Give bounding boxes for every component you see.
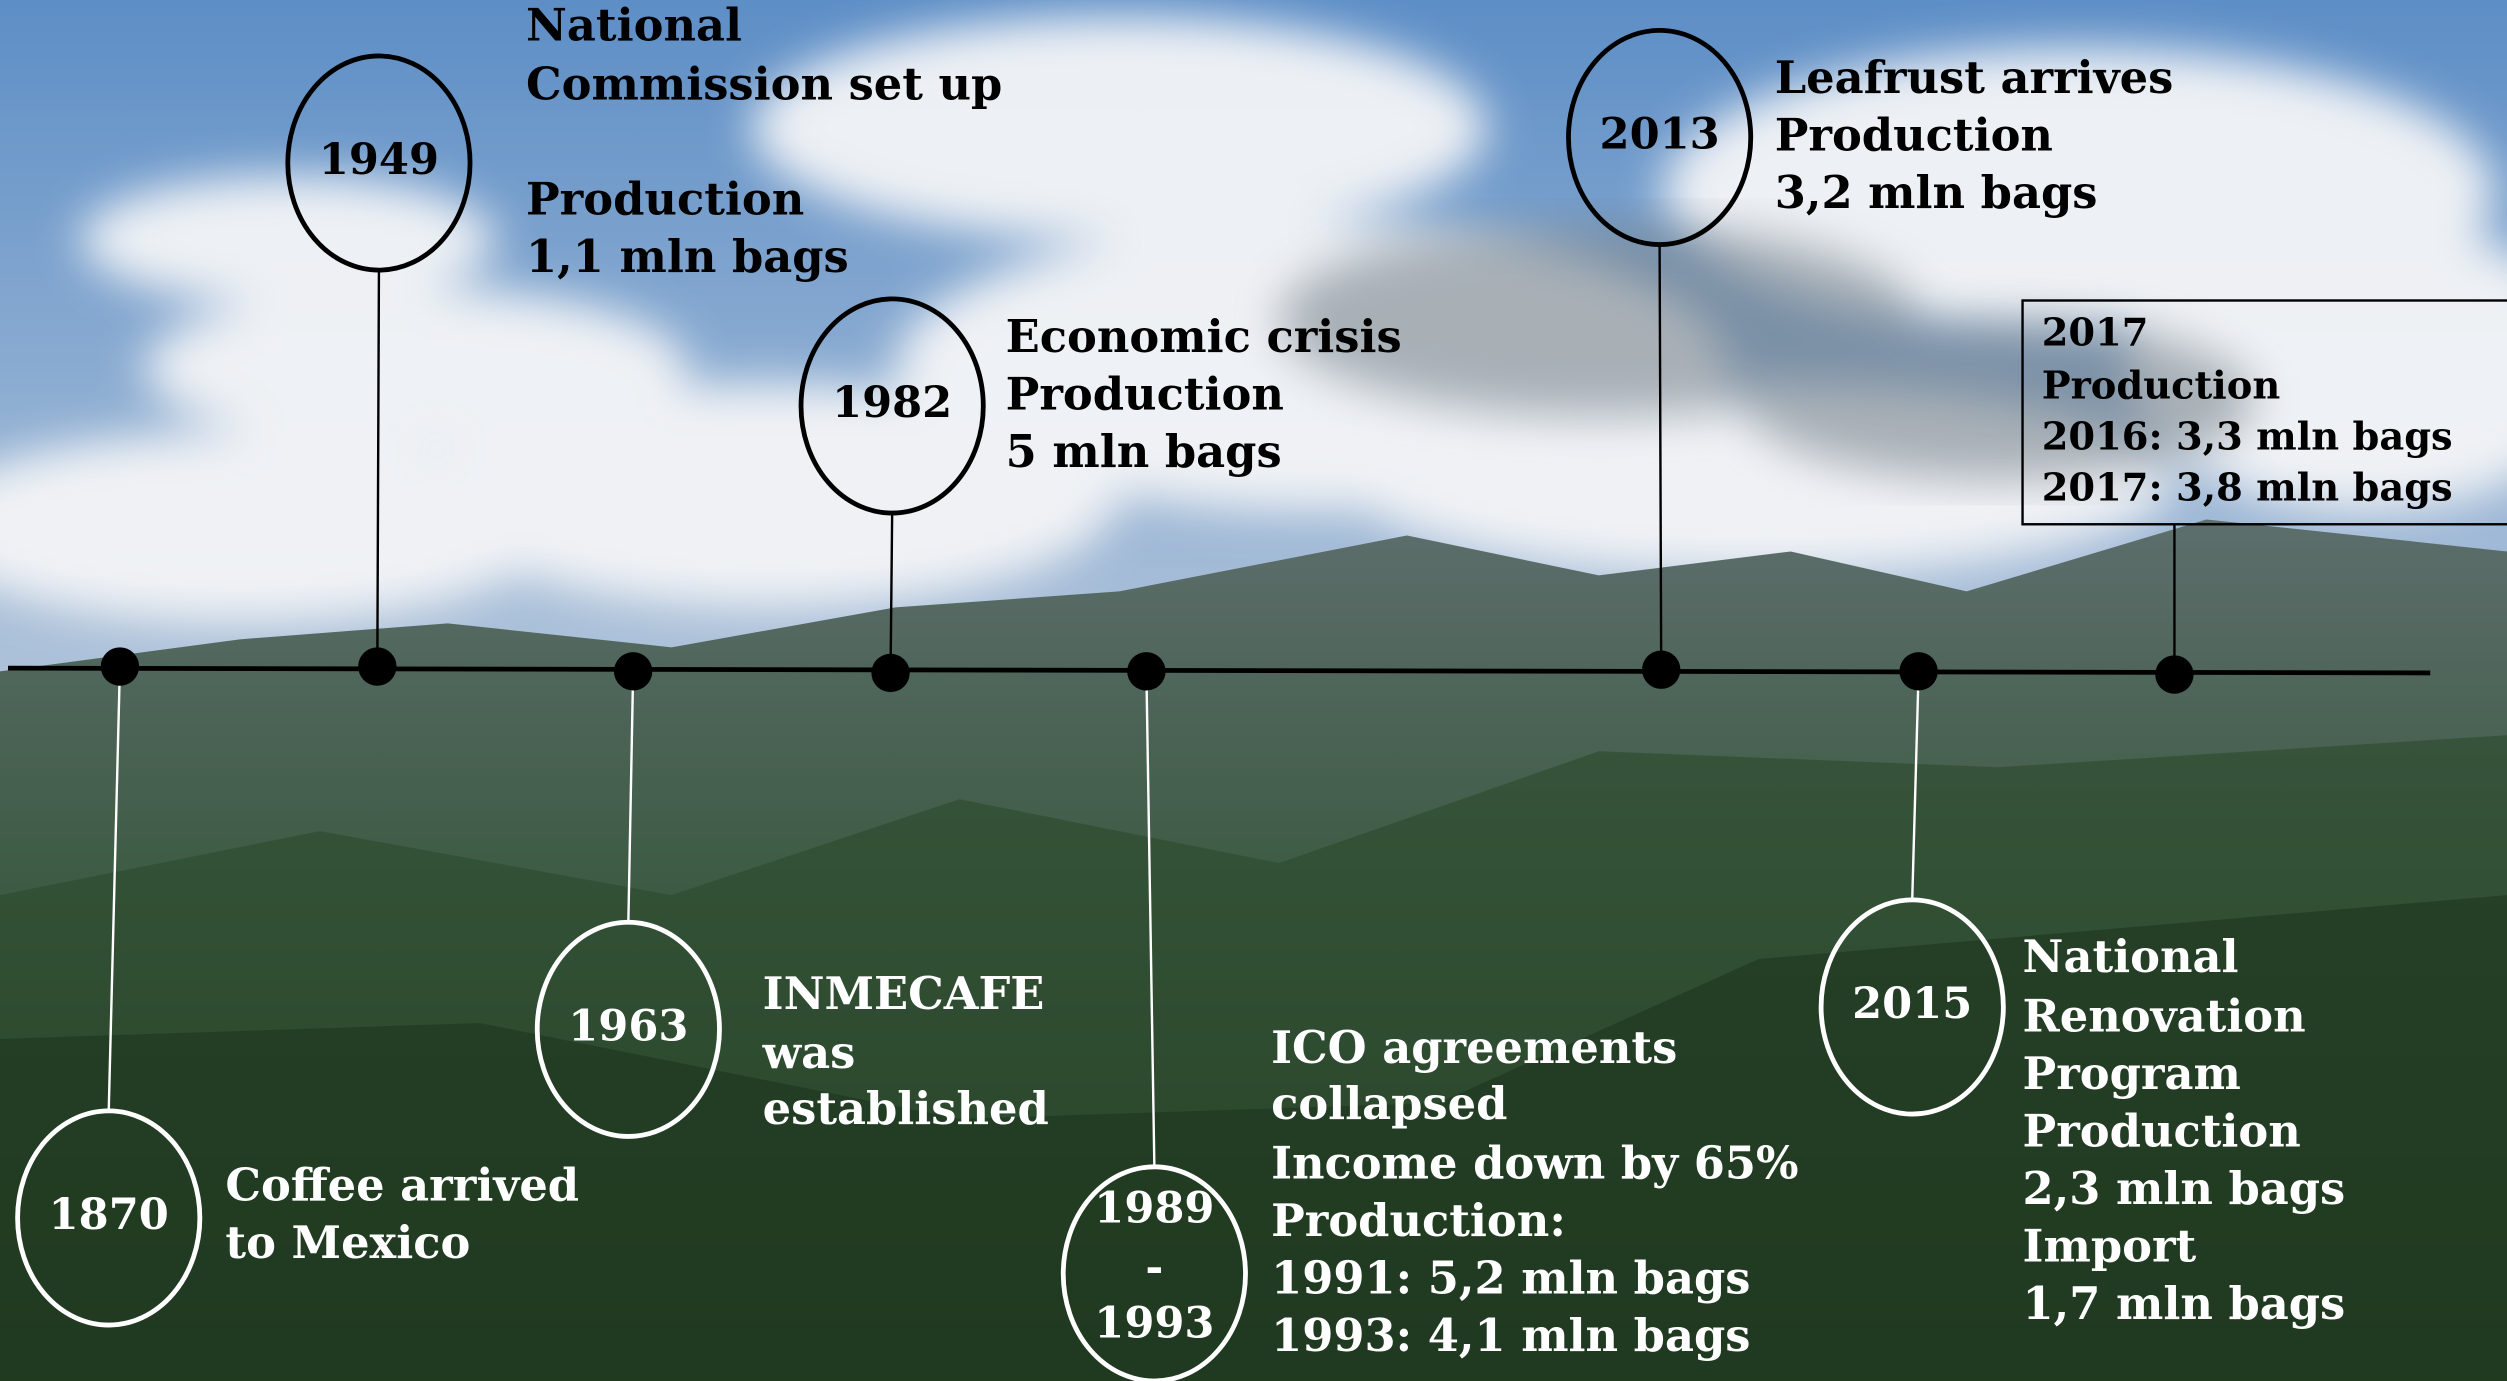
event-text: 2017: 3,8 mln bags xyxy=(2042,466,2453,511)
event-text: 5 mln bags xyxy=(1006,425,1282,478)
year-ellipse xyxy=(1060,1164,1248,1381)
event-text: Commission set up xyxy=(526,57,1002,110)
event-text: National xyxy=(526,0,742,51)
event-text: Production xyxy=(526,172,804,225)
connector xyxy=(107,666,122,1111)
connector xyxy=(1911,671,1920,900)
connector xyxy=(627,671,635,923)
connector xyxy=(889,513,894,673)
event-text: Production: xyxy=(1271,1194,1566,1247)
event-year: 2017 xyxy=(2042,311,2149,356)
timeline-dot xyxy=(1642,650,1681,689)
event-year: 1993 xyxy=(1094,1298,1214,1349)
event-year: 1949 xyxy=(319,134,439,185)
event-year: 1989 xyxy=(1094,1183,1214,1234)
event-year: 2015 xyxy=(1852,978,1972,1029)
event-year: 2013 xyxy=(1600,108,1720,159)
event-text: 1,1 mln bags xyxy=(526,230,849,283)
timeline-dot xyxy=(613,652,653,691)
event-text: Production xyxy=(1006,368,1284,421)
event-text: Coffee arrived xyxy=(225,1159,579,1212)
event-text: Economic crisis xyxy=(1006,310,1402,363)
event-text: Renovation xyxy=(2023,989,2306,1042)
year-ellipse xyxy=(15,1108,203,1328)
year-ellipse xyxy=(1566,27,1754,247)
timeline-dot xyxy=(1127,652,1166,691)
event-text: 2,3 mln bags xyxy=(2023,1162,2346,1215)
year-ellipse xyxy=(285,53,473,273)
timeline-axis xyxy=(7,665,2431,676)
event-year: 1982 xyxy=(832,377,952,428)
timeline-dot xyxy=(2155,655,2194,694)
event-text: established xyxy=(763,1082,1049,1135)
connector xyxy=(376,270,381,667)
event-text: collapsed xyxy=(1271,1077,1507,1130)
event-year: 1870 xyxy=(49,1189,169,1240)
event-text: INMECAFE xyxy=(763,967,1045,1020)
year-ellipse xyxy=(1818,897,2006,1117)
event-text: Production xyxy=(1775,109,2053,162)
event-text: Leafrust arrives xyxy=(1775,51,2174,104)
timeline-dot xyxy=(100,647,140,686)
event-text: 1993: 4,1 mln bags xyxy=(1271,1309,1750,1362)
event-text: ICO agreements xyxy=(1271,1021,1677,1074)
event-text: Production xyxy=(2023,1104,2301,1157)
event-text: Import xyxy=(2023,1219,2197,1272)
event-text: 3,2 mln bags xyxy=(1775,166,2098,219)
event-text: 2016: 3,3 mln bags xyxy=(2042,415,2453,460)
event-text: 1991: 5,2 mln bags xyxy=(1271,1251,1750,1304)
event-year: 1963 xyxy=(568,1000,688,1051)
event-text: was xyxy=(762,1026,856,1079)
event-year: - xyxy=(1145,1242,1163,1293)
timeline-dot xyxy=(1899,652,1938,691)
event-text: Program xyxy=(2023,1047,2241,1100)
connector xyxy=(1145,671,1156,1167)
year-ellipse xyxy=(798,296,986,516)
connector xyxy=(1658,244,1663,670)
event-box xyxy=(2021,299,2507,526)
event-text: Production xyxy=(2042,363,2281,408)
timeline-dot xyxy=(871,653,910,693)
timeline-dot xyxy=(358,647,397,686)
year-ellipse xyxy=(534,919,722,1139)
event-text: Income down by 65% xyxy=(1271,1136,1798,1189)
event-text: 1,7 mln bags xyxy=(2023,1277,2346,1330)
event-text: National xyxy=(2023,930,2239,983)
event-text: to Mexico xyxy=(225,1216,470,1269)
